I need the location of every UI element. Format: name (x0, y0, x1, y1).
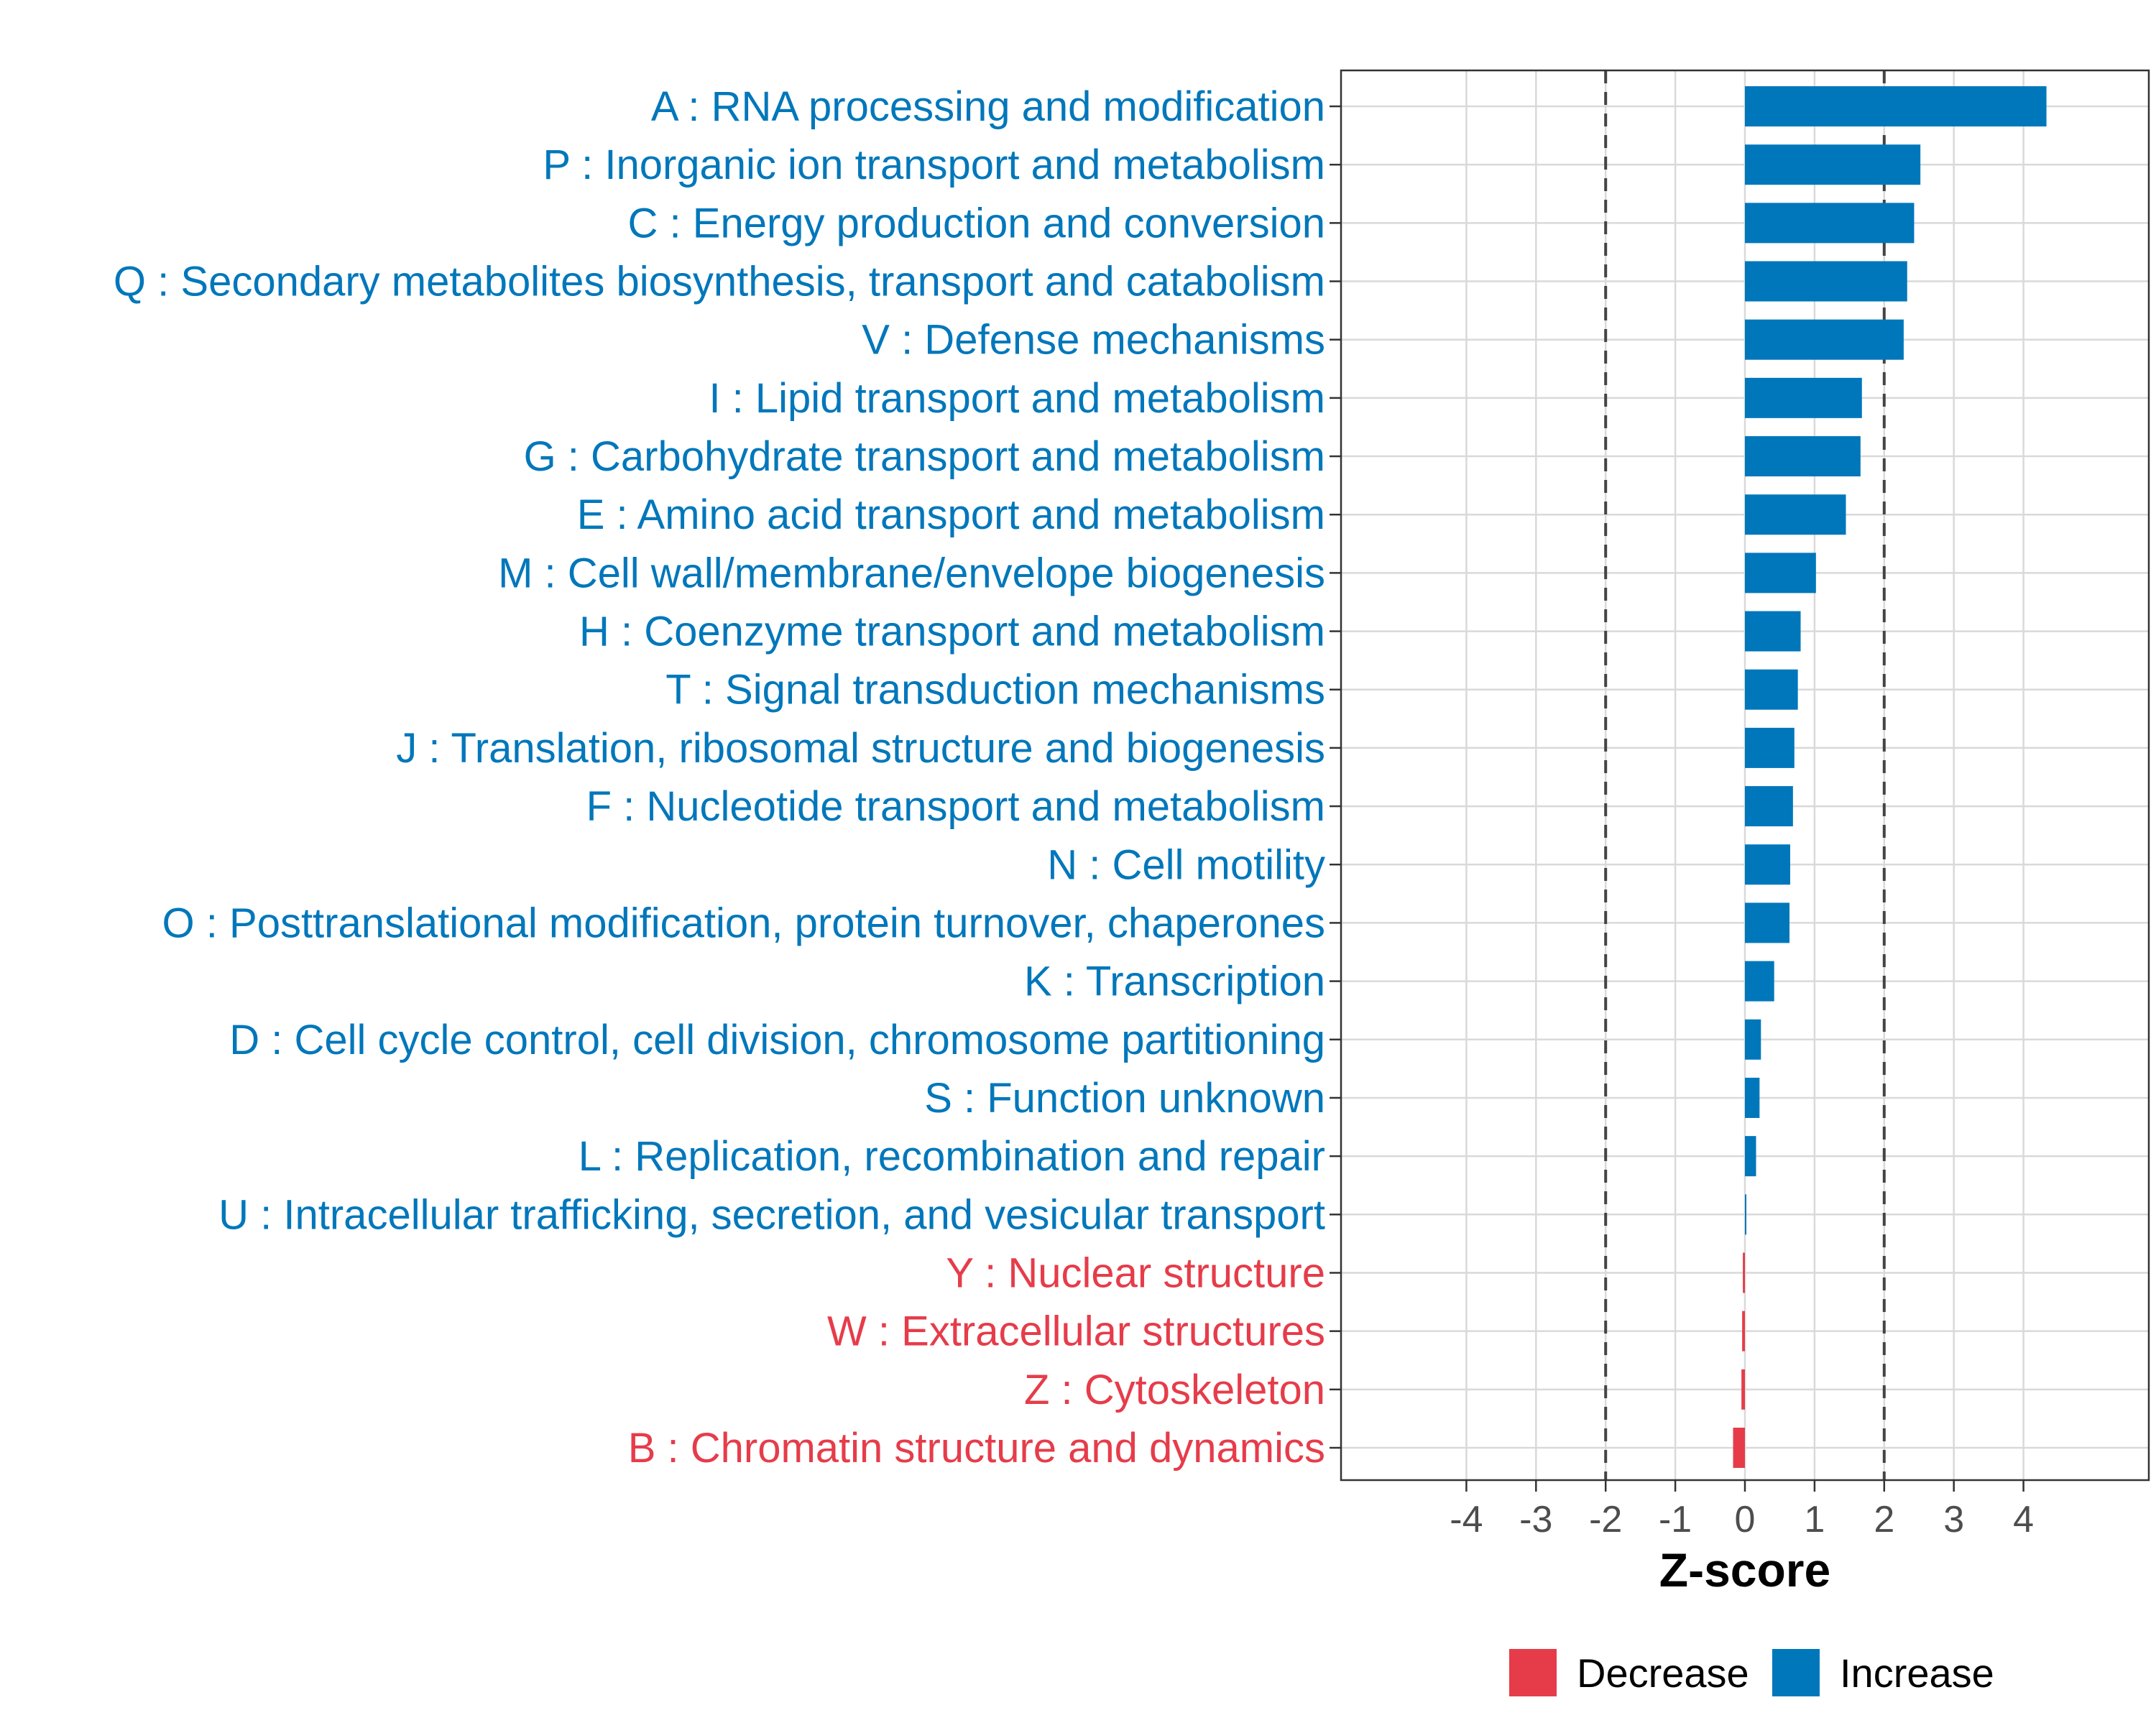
category-label: L : Replication, recombination and repai… (579, 1133, 1325, 1180)
x-tick-label: 0 (1735, 1499, 1756, 1540)
x-tick-label: 3 (1943, 1499, 1964, 1540)
category-label: S : Function unknown (924, 1075, 1325, 1122)
bar (1745, 436, 1861, 477)
legend-swatch-increase (1772, 1649, 1820, 1696)
bar (1745, 669, 1798, 710)
category-labels: A : RNA processing and modification P : I… (114, 83, 1325, 1471)
bar (1742, 1311, 1745, 1352)
category-label: G : Carbohydrate transport and metabolis… (524, 433, 1325, 480)
x-tick-label: -3 (1519, 1499, 1552, 1540)
legend: Decrease Increase (1509, 1649, 1994, 1696)
bar (1745, 727, 1795, 768)
bar (1745, 144, 1921, 185)
threshold-lines (1604, 70, 1886, 1480)
bar (1741, 1369, 1745, 1410)
category-label: D : Cell cycle control, cell division, c… (229, 1017, 1325, 1063)
x-tick-label: -1 (1659, 1499, 1692, 1540)
category-label: Q : Secondary metabolites biosynthesis, … (114, 259, 1325, 305)
category-label: T : Signal transduction mechanisms (665, 667, 1325, 713)
bar (1745, 319, 1904, 360)
category-label: B : Chromatin structure and dynamics (628, 1425, 1325, 1471)
bar (1733, 1428, 1745, 1468)
category-label: C : Energy production and conversion (628, 200, 1325, 246)
x-tick-label: 4 (2013, 1499, 2034, 1540)
bar (1745, 1019, 1761, 1060)
category-label: Z : Cytoskeleton (1024, 1367, 1325, 1413)
legend-swatch-decrease (1509, 1649, 1557, 1696)
bar (1745, 86, 2047, 126)
y-axis-ticks (1330, 105, 1341, 1449)
category-label: W : Extracellular structures (827, 1308, 1325, 1355)
bar (1745, 844, 1790, 885)
bar (1745, 786, 1793, 827)
category-label: Y : Nuclear structure (946, 1249, 1325, 1296)
bar (1745, 1136, 1756, 1177)
x-tick-label: 1 (1804, 1499, 1825, 1540)
bar (1743, 1252, 1745, 1293)
category-label: N : Cell motility (1047, 841, 1325, 888)
bar (1745, 902, 1790, 943)
bar (1745, 494, 1846, 535)
bar (1745, 553, 1816, 593)
category-label: H : Coenzyme transport and metabolism (579, 609, 1325, 655)
category-label: E : Amino acid transport and metabolism (577, 491, 1325, 538)
bar (1745, 961, 1774, 1002)
category-label: F : Nucleotide transport and metabolism (586, 783, 1325, 830)
x-axis-title: Z-score (1659, 1543, 1830, 1597)
bar (1745, 261, 1907, 302)
x-tick-label: -4 (1450, 1499, 1483, 1540)
bar (1745, 203, 1915, 244)
category-label: J : Translation, ribosomal structure and… (396, 725, 1325, 772)
bar (1745, 1077, 1760, 1118)
x-tick-label: 2 (1874, 1499, 1894, 1540)
bar (1745, 377, 1862, 418)
category-label: I : Lipid transport and metabolism (709, 375, 1325, 422)
legend-label-decrease: Decrease (1577, 1650, 1749, 1696)
x-axis-ticks: -4 -3 -2 -1 0 1 2 3 4 (1450, 1480, 2034, 1540)
legend-label-increase: Increase (1840, 1650, 1994, 1696)
category-label: P : Inorganic ion transport and metaboli… (543, 142, 1325, 188)
x-tick-label: -2 (1589, 1499, 1622, 1540)
category-label: V : Defense mechanisms (862, 317, 1325, 364)
category-label: A : RNA processing and modification (651, 83, 1325, 130)
category-label: M : Cell wall/membrane/envelope biogenes… (498, 550, 1325, 596)
bars (1733, 86, 2047, 1468)
bar (1745, 611, 1801, 652)
category-label: U : Intracellular trafficking, secretion… (218, 1191, 1325, 1238)
bar (1745, 1194, 1746, 1235)
category-label: O : Posttranslational modification, prot… (162, 900, 1325, 946)
category-label: K : Transcription (1024, 958, 1325, 1005)
